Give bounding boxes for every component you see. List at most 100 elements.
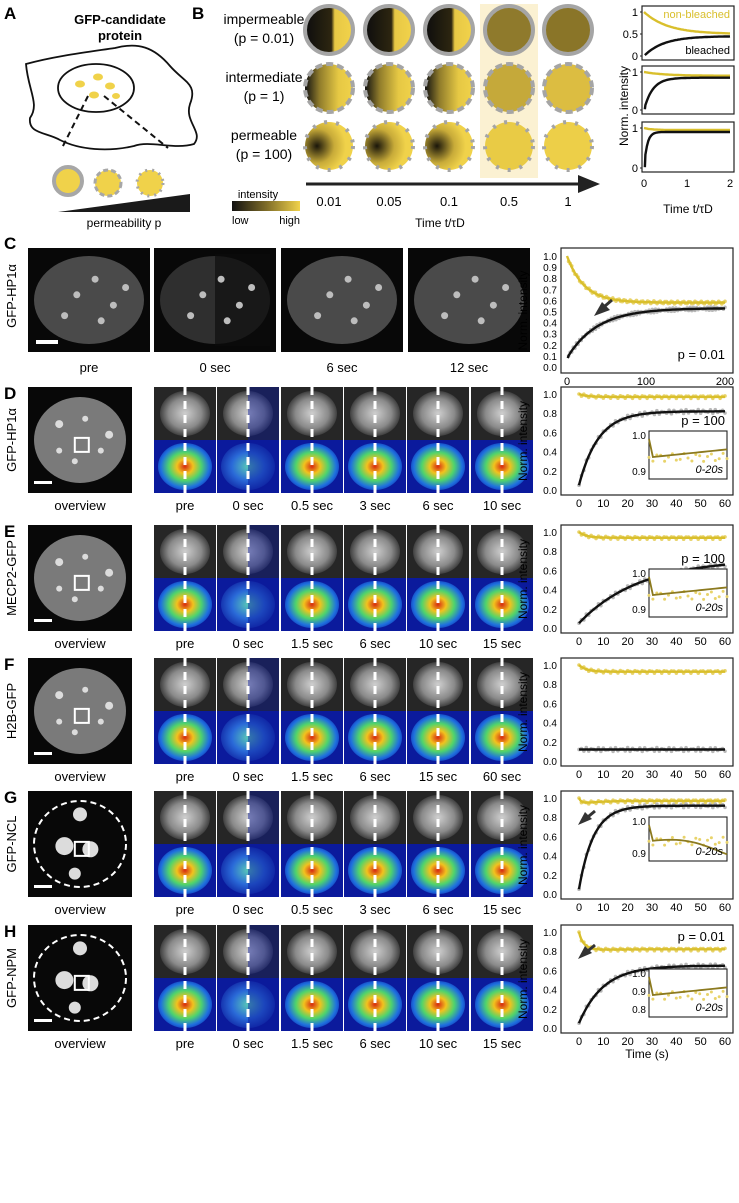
inset-point [678, 995, 682, 999]
row-ytick: 0.0 [543, 1024, 557, 1035]
inset-curve [648, 976, 728, 996]
heatmap-spot [221, 847, 275, 894]
inset-point [663, 843, 667, 847]
heatmap-spot [411, 714, 465, 761]
b-sphere-grid [303, 4, 594, 172]
inset-point [678, 595, 682, 599]
row-p-label: p = 0.01 [678, 929, 725, 944]
row-curve-bleached [577, 804, 725, 890]
inset-label: 0-20s [695, 602, 723, 614]
heatmap-spot [285, 714, 339, 761]
b-sphere-r1-c2 [423, 62, 475, 114]
overview-spot [71, 458, 78, 465]
b-row-name-2: permeable [231, 127, 297, 143]
c-focus [453, 291, 461, 299]
overview-spot [105, 568, 114, 577]
c-focus [223, 317, 231, 325]
heatmap-spot [158, 981, 212, 1028]
heatmap-spot [411, 581, 465, 628]
b-xtick-0: 0 [641, 178, 647, 190]
b-plot-xlabel: Time t/τD [663, 202, 713, 216]
row-ytick: 0.4 [543, 986, 557, 997]
inset-point [690, 597, 694, 601]
c-ylabel: Norm. intensity [516, 270, 530, 350]
row-ytick: 0.8 [543, 409, 557, 420]
b-row-param-1: (p = 1) [244, 88, 285, 104]
scalebar [34, 619, 52, 622]
heatmap-spot [221, 714, 275, 761]
row-xtick: 50 [695, 636, 707, 648]
c-focus [73, 291, 81, 299]
overview-spot [97, 447, 104, 454]
overview-nucleus [34, 397, 126, 483]
row-xlabel-last: Time (s) [625, 1047, 669, 1061]
row-ytick: 0.6 [543, 428, 557, 439]
frame-label: 3 sec [359, 902, 391, 917]
inset-point [713, 458, 717, 462]
overview-spot [56, 447, 63, 454]
inset-point [694, 836, 698, 840]
c-focus [350, 317, 358, 325]
inset-point [694, 991, 698, 995]
overview-spot [73, 807, 87, 822]
c-focus [375, 284, 383, 292]
b-ytick-2-1: 0 [632, 163, 638, 175]
c-focus [91, 275, 99, 283]
b-sphere-r0-c0 [303, 4, 355, 56]
c-focus [187, 312, 195, 320]
inset-tick: 0.9 [632, 605, 646, 616]
b-curve-non-bleached-1 [643, 70, 730, 77]
inset-tick: 0.9 [632, 849, 646, 860]
frame-label: 10 sec [483, 498, 522, 513]
inset-point [706, 593, 709, 597]
overview-spot [56, 718, 63, 725]
inset-point [702, 459, 706, 463]
b-sphere-r1-c1 [363, 62, 415, 114]
row-ytick: 0.8 [543, 947, 557, 958]
grey-spot [350, 929, 400, 974]
row-protein-label: GFP-NPM [4, 948, 19, 1008]
frame-label: 6 sec [359, 769, 391, 784]
grey-spot [160, 529, 210, 574]
row-ytick: 0.8 [543, 547, 557, 558]
b-ytick-2-0: 1 [632, 123, 638, 135]
row-curve-non-bleached [578, 392, 725, 399]
intensity-high: high [279, 215, 300, 227]
heatmap-spot [475, 714, 529, 761]
row-xtick: 0 [576, 769, 582, 781]
row-curve-bleached [577, 410, 725, 486]
row-xtick: 20 [622, 498, 634, 510]
c-focus [235, 301, 243, 309]
row-p-label: p = 100 [681, 551, 725, 566]
grey-spot [160, 929, 210, 974]
grey-spot [223, 391, 273, 436]
c-bleach-half [215, 254, 270, 346]
inset-tick: 0.9 [632, 987, 646, 998]
grey-spot [287, 529, 337, 574]
inset-tick: 1.0 [632, 569, 646, 580]
c-p-label: p = 0.01 [678, 347, 725, 362]
overview-spot [56, 585, 63, 592]
inset-point [725, 995, 729, 999]
c-focus [502, 284, 510, 292]
panel-letter-a: A [4, 4, 16, 23]
inset-point [670, 836, 674, 840]
inset-point [690, 997, 694, 1001]
row-ytick: 1.0 [543, 928, 557, 939]
c-focus [314, 312, 322, 320]
frame-label: pre [176, 769, 195, 784]
b-sphere-r1-c4 [542, 62, 594, 114]
row-xtick: 20 [622, 636, 634, 648]
bleached-half [248, 791, 279, 897]
inset-point [663, 459, 667, 463]
c-ytick-0: 1.0 [543, 252, 557, 263]
panel-letter-g: G [4, 788, 17, 807]
c-focus [326, 291, 334, 299]
inset-point [713, 596, 717, 600]
row-ytick: 0.4 [543, 852, 557, 863]
roi-box [73, 840, 90, 857]
c-frame-label-0: pre [80, 360, 99, 375]
row-xtick: 10 [597, 1036, 609, 1048]
